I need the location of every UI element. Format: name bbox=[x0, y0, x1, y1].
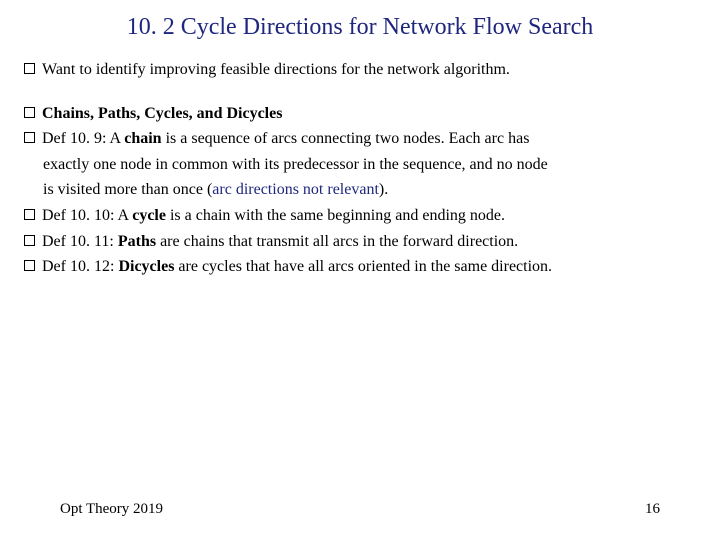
def-10-12-text: Def 10. 12: Dicycles are cycles that hav… bbox=[42, 256, 696, 278]
def-10-9-line3-b: ). bbox=[379, 181, 388, 198]
footer-right: 16 bbox=[645, 501, 660, 518]
bullet-box-icon bbox=[24, 209, 35, 220]
bullet-box-icon bbox=[24, 107, 35, 118]
def-10-9-bold: chain bbox=[124, 130, 161, 147]
footer-left: Opt Theory 2019 bbox=[60, 501, 163, 518]
def-10-12-part-a: Def 10. 12: bbox=[42, 258, 118, 275]
def-10-12-bold: Dicycles bbox=[118, 258, 174, 275]
def-10-10-part-a: Def 10. 10: A bbox=[42, 207, 132, 224]
def-10-9-text: Def 10. 9: A chain is a sequence of arcs… bbox=[42, 128, 696, 150]
def-10-11-text: Def 10. 11: Paths are chains that transm… bbox=[42, 231, 696, 253]
section-heading-text: Chains, Paths, Cycles, and Dicycles bbox=[42, 103, 696, 125]
bullet-box-icon bbox=[24, 132, 35, 143]
def-10-9-part-b: is a sequence of arcs connecting two nod… bbox=[162, 130, 530, 147]
bullet-def-10-9: Def 10. 9: A chain is a sequence of arcs… bbox=[24, 128, 696, 150]
bullet-box-icon bbox=[24, 260, 35, 271]
def-10-12-part-b: are cycles that have all arcs oriented i… bbox=[174, 258, 552, 275]
bullet-box-icon bbox=[24, 235, 35, 246]
slide-footer: Opt Theory 2019 16 bbox=[0, 501, 720, 518]
bullet-def-10-10: Def 10. 10: A cycle is a chain with the … bbox=[24, 205, 696, 227]
def-10-9-line2: exactly one node in common with its pred… bbox=[24, 154, 696, 176]
def-10-9-line3-a: is visited more than once ( bbox=[43, 181, 212, 198]
def-10-9-accent: arc directions not relevant bbox=[212, 181, 379, 198]
bullet-def-10-11: Def 10. 11: Paths are chains that transm… bbox=[24, 231, 696, 253]
def-10-11-bold: Paths bbox=[118, 233, 156, 250]
def-10-9-part-a: Def 10. 9: A bbox=[42, 130, 124, 147]
def-10-10-text: Def 10. 10: A cycle is a chain with the … bbox=[42, 205, 696, 227]
bullet-box-icon bbox=[24, 63, 35, 74]
bullet-intro: Want to identify improving feasible dire… bbox=[24, 59, 696, 81]
def-10-9-line3: is visited more than once (arc direction… bbox=[24, 179, 696, 201]
bullet-section-heading: Chains, Paths, Cycles, and Dicycles bbox=[24, 103, 696, 125]
slide-content: Want to identify improving feasible dire… bbox=[0, 59, 720, 278]
def-10-11-part-b: are chains that transmit all arcs in the… bbox=[156, 233, 518, 250]
bullet-def-10-12: Def 10. 12: Dicycles are cycles that hav… bbox=[24, 256, 696, 278]
bullet-intro-text: Want to identify improving feasible dire… bbox=[42, 59, 696, 81]
page-title: 10. 2 Cycle Directions for Network Flow … bbox=[0, 0, 720, 59]
def-10-10-bold: cycle bbox=[132, 207, 166, 224]
def-10-11-part-a: Def 10. 11: bbox=[42, 233, 118, 250]
def-10-10-part-b: is a chain with the same beginning and e… bbox=[166, 207, 505, 224]
